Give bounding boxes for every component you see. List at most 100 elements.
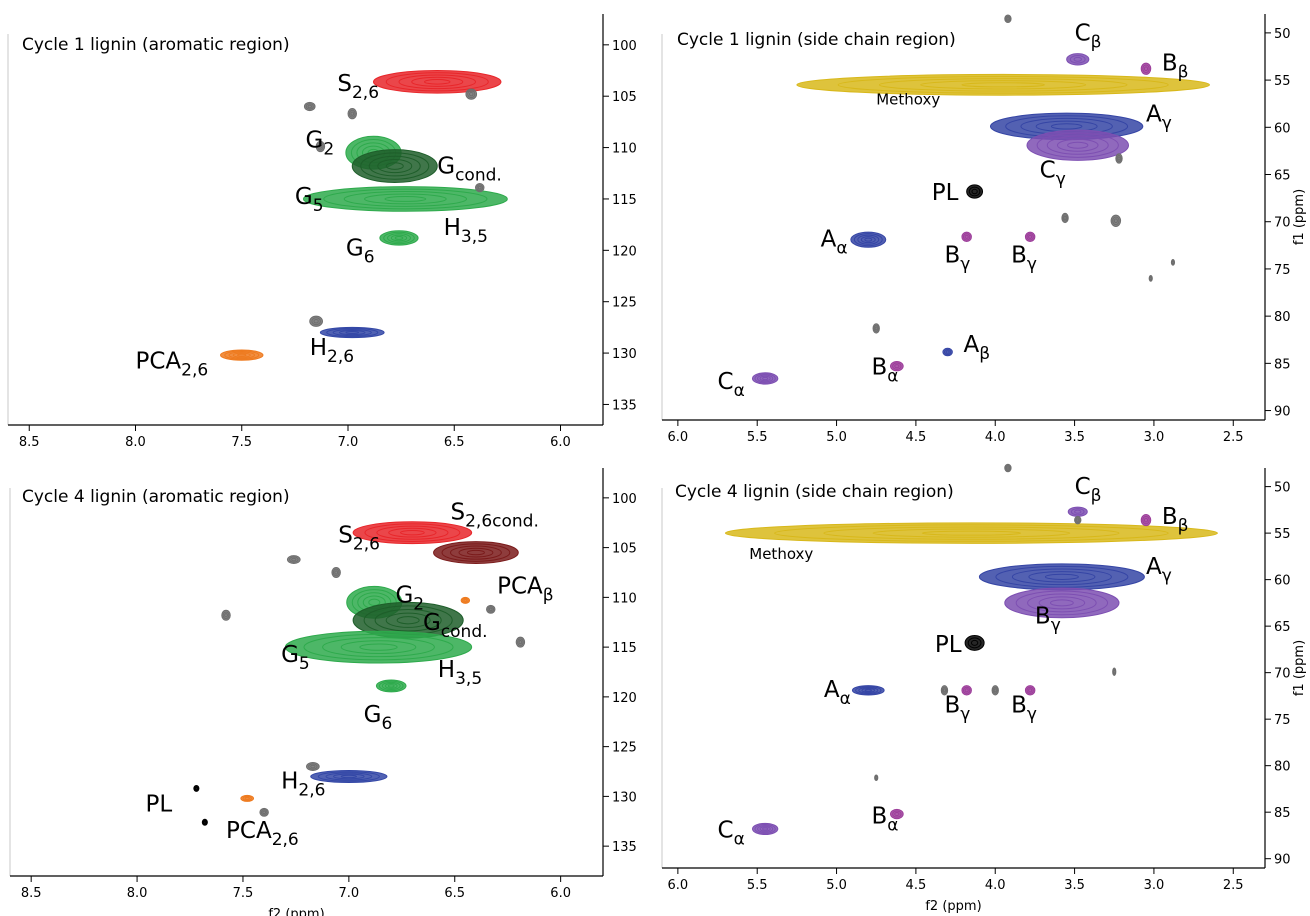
peak-label: Gcond. [437,153,502,185]
contour-level [1113,218,1118,224]
contour-level [823,526,1120,540]
cross-peak-a [978,563,1145,591]
contour-level [313,319,319,324]
contour-level [964,234,969,239]
cross-peak-a [850,231,887,248]
y-tick-label: 75 [1274,263,1291,278]
contour-level [992,686,998,694]
peak-label: Bβ [1162,51,1189,83]
contour-level [941,686,948,694]
contour-level [450,545,502,560]
contour-level [398,74,476,90]
x-tick-label: 8.5 [21,886,42,901]
contour-level [194,786,198,790]
contour-level [921,530,1022,536]
peak-label: Bβ [1162,504,1189,536]
peak-label: Methoxy [876,91,940,109]
contour-level [348,109,356,118]
cross-peak-b [961,231,972,243]
peak-label: Bγ [1035,603,1061,635]
x-tick-label: 3.0 [1144,878,1165,893]
contour-level [1038,596,1086,610]
y-tick-label: 60 [1274,121,1291,136]
contour-level [1073,56,1082,62]
contour-level [872,528,1071,538]
contour-level [339,329,366,336]
contour-level [1026,233,1034,241]
cross-peak-unassigned [347,108,357,120]
contour-level [1076,518,1080,522]
peak-label: Bα [871,803,898,835]
y-tick-label: 135 [612,840,637,855]
contour-level [853,233,883,247]
y-tick-label: 100 [612,39,637,54]
contour-level [978,563,1145,591]
y-tick-label: 115 [612,193,637,208]
contour-level [1015,590,1109,616]
contour-level [352,521,473,545]
cross-peak-pl [966,184,984,199]
contour-level [1011,568,1112,586]
contour-level [762,827,769,831]
contour-level [310,770,388,783]
cross-peak-h [319,326,385,339]
contour-level [322,637,435,658]
y-tick-label: 80 [1274,760,1291,775]
cross-peak-c [1026,129,1130,161]
contour-level [318,144,323,149]
peak-label: Bγ [1011,693,1037,725]
cross-peak-b [1024,685,1036,696]
cross-peak-unassigned [1061,212,1069,224]
cross-peak-unassigned [515,636,526,648]
x-tick-label: 5.0 [826,878,847,893]
peak-label: Aγ [1146,554,1172,586]
contour-level [1006,466,1010,470]
y-tick-label: 130 [612,790,637,805]
peak-label: Bα [871,355,898,387]
contour-level [388,527,437,538]
panel-1: Cycle 1 lignin (aromatic region) 8.5 8.0 7.… [7,14,637,450]
contour-level [1112,216,1120,226]
cross-peak-b [1024,231,1036,243]
contour-level [759,375,771,382]
contour-level [394,236,404,240]
contour-level [942,688,947,693]
contour-level [345,330,360,335]
y-tick-label: 70 [1274,667,1291,682]
x-tick-label: 5.5 [747,430,768,445]
x-tick-label: 6.0 [550,435,571,450]
contour-level [350,111,355,116]
panel-title: Cycle 1 lignin (aromatic region) [22,35,290,55]
cross-peak-unassigned [874,774,879,782]
contour-level [858,687,879,694]
cross-peak-unassigned [1074,515,1082,525]
contour-level [864,237,873,242]
peak-label: PL [935,632,962,658]
contour-level [311,317,321,326]
x-tick-label: 6.0 [668,878,689,893]
y-tick-label: 75 [1274,713,1291,728]
x-tick-label: 7.0 [339,886,360,901]
contour-level [377,158,413,174]
y-tick-label: 135 [612,398,637,413]
x-tick-label: 2.5 [1223,878,1244,893]
y-tick-label: 55 [1274,527,1291,542]
cross-peak-g [284,630,473,664]
contour-level [1026,686,1034,694]
contour-level [262,810,267,815]
contour-level [351,149,438,184]
contour-level [458,547,494,558]
contour-level [333,773,365,780]
cross-peak-unassigned [1115,153,1123,164]
contour-level [359,643,398,651]
contour-level [289,556,299,563]
contour-level [232,352,251,358]
cross-peak-c [751,372,779,385]
contour-level [1070,508,1085,516]
cross-peak-unassigned [309,315,323,327]
contour-level [1143,517,1149,523]
cross-peak-c [1066,53,1090,66]
cross-peak-unassigned [259,807,269,817]
x-axis-title: f2 (ppm) [925,899,981,914]
y-tick-label: 65 [1274,620,1291,635]
